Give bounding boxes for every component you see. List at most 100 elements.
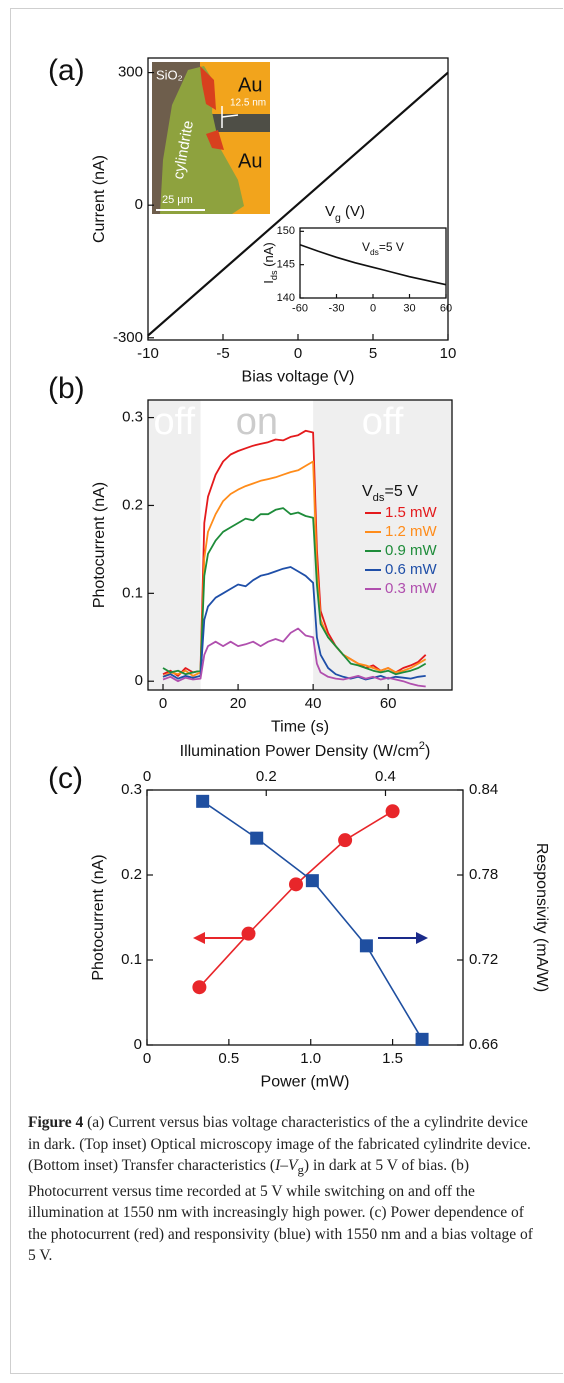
image-label: Au (238, 150, 262, 172)
series-line (162, 507, 427, 676)
region-label: off (153, 401, 195, 443)
marker (305, 874, 319, 888)
x-axis-label: Power (mW) (261, 1074, 350, 1091)
direction-arrows (193, 932, 428, 944)
panel-label: (b) (48, 372, 85, 405)
y-axis-label-part: (nA) (261, 242, 276, 270)
y-axis-label: Photocurrent (nA) (90, 854, 107, 980)
x-tick-label: 10 (440, 345, 457, 362)
annotation-part: V (362, 240, 370, 254)
y-tick-label: 0.2 (121, 866, 142, 883)
inset-background (300, 228, 446, 298)
x-axis-label: Bias voltage (V) (242, 369, 355, 386)
y-tick-label: 0 (135, 196, 143, 213)
x-tick-label: 30 (403, 302, 415, 314)
legend-title-part: ds (373, 492, 385, 504)
y-axis-label: Ids (nA) (261, 242, 279, 283)
y-tick-label: 0.72 (469, 951, 498, 968)
panel-label: (c) (48, 762, 83, 795)
y-tick-label: 0 (135, 672, 143, 689)
data-line (299, 243, 447, 286)
x-tick-label: 0.2 (256, 768, 277, 785)
y-tick-label: 0.2 (122, 496, 143, 513)
region (313, 400, 452, 690)
y-tick-label: -300 (113, 329, 143, 346)
x-axis-label-part: g (335, 212, 341, 224)
region (148, 400, 201, 690)
marker (385, 804, 400, 819)
x-tick-label: 40 (305, 695, 322, 712)
legend-entry: 0.9 mW (385, 542, 438, 559)
marker (415, 1032, 429, 1046)
region-label: on (236, 401, 278, 443)
y-tick-label: 0.84 (469, 781, 498, 798)
x-tick-label: 1.5 (382, 1050, 403, 1067)
x-tick-label: 5 (369, 345, 377, 362)
x-tick-label: 0 (294, 345, 302, 362)
marker (241, 926, 256, 941)
x-tick-label: 20 (230, 695, 247, 712)
optical-image: SiO₂ Au Au cylindrite 12.5 nm 25 μm (152, 62, 270, 214)
y-tick-label: 140 (277, 292, 295, 304)
x-tick-label: 0 (370, 302, 376, 314)
x2-axis-label-part: ) (425, 743, 430, 760)
x-tick-label: 0.4 (375, 768, 396, 785)
marker (288, 877, 303, 892)
panel-label: (a) (48, 54, 85, 87)
legend-entry: 0.3 mW (385, 580, 438, 597)
y-tick-label: 0.1 (122, 584, 143, 601)
series-line (202, 800, 423, 1040)
x-tick-label: -5 (216, 345, 229, 362)
x-tick-label: 1.0 (300, 1050, 321, 1067)
marker (196, 794, 210, 808)
legend-entry: 1.2 mW (385, 523, 438, 540)
caption-text: g (297, 1162, 304, 1178)
y-tick-label: 145 (277, 259, 295, 271)
caption-label: Figure 4 (28, 1114, 84, 1131)
y-axis-label: Photocurrent (nA) (91, 482, 108, 608)
y-tick-label: 0.3 (121, 781, 142, 798)
y-tick-label: 0.3 (122, 409, 143, 426)
legend-title-part: =5 V (385, 483, 419, 500)
image-label: SiO₂ (156, 67, 183, 82)
thickness-marker (221, 114, 239, 118)
x-axis-label-part: V (325, 203, 335, 220)
x-axis-label: Time (s) (271, 719, 329, 736)
data-line (147, 71, 449, 337)
y-axis-label: Current (nA) (91, 155, 108, 243)
region (201, 400, 314, 690)
caption-text: ) in dark at 5 V of bias. (b) Photocurre… (28, 1157, 533, 1265)
flake (160, 66, 244, 214)
x2-axis-label-part: 2 (419, 740, 425, 752)
x-tick-label: 0 (143, 1050, 151, 1067)
marker (250, 831, 264, 845)
x-tick-label: -60 (292, 302, 308, 314)
y-tick-label: 150 (277, 225, 295, 237)
plot-frame (147, 399, 453, 691)
caption: Figure 4 (a) Current versus bias voltage… (28, 1112, 543, 1267)
annotation-part: ds (370, 247, 379, 257)
series-line (162, 460, 427, 678)
caption-text: – (280, 1157, 288, 1174)
legend-title: Vds=5 V (362, 483, 418, 504)
legend-title-part: V (362, 483, 373, 500)
image-label: 25 μm (162, 194, 193, 206)
annotation: Vds=5 V (362, 240, 404, 257)
marker (192, 980, 207, 995)
y-tick-label: 0.66 (469, 1036, 498, 1053)
caption-text: I (275, 1157, 281, 1174)
figure: SiO₂ Au Au cylindrite 12.5 nm 25 μm -10-… (48, 54, 550, 1091)
x-tick-label: 60 (380, 695, 397, 712)
x-tick-label: 60 (440, 302, 452, 314)
y-tick-label: 0.1 (121, 951, 142, 968)
y2-axis-label: Responsivity (mA/W) (533, 843, 550, 992)
x-axis-label: Vg (V) (325, 203, 365, 224)
annotation-part: =5 V (379, 240, 404, 254)
x-tick-label: 0 (159, 695, 167, 712)
x-axis-label-part: (V) (341, 203, 365, 220)
y-axis-label-part: ds (269, 270, 279, 280)
image-label: Au (238, 74, 262, 96)
x-tick-label: -30 (329, 302, 345, 314)
flake-edge (200, 66, 216, 110)
